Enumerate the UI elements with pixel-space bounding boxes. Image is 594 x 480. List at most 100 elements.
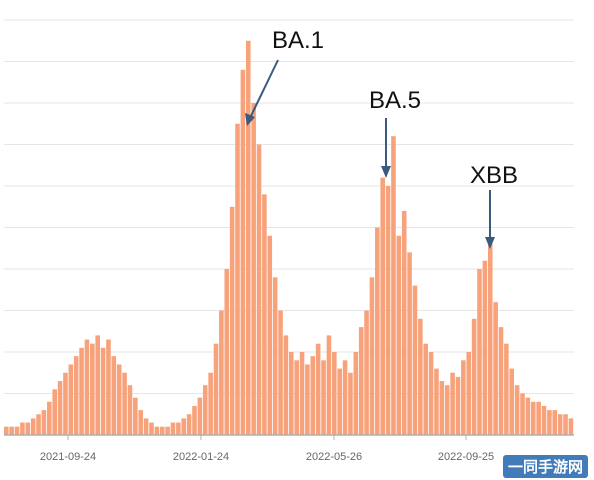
bar (154, 426, 160, 435)
bar (159, 426, 165, 435)
bar (358, 327, 364, 435)
bar (450, 372, 455, 435)
bar (30, 418, 36, 435)
bar (407, 252, 412, 435)
bar (348, 372, 353, 435)
bar (181, 418, 187, 435)
bar (240, 69, 246, 436)
bar (68, 364, 74, 435)
bar (504, 343, 509, 435)
bar (552, 410, 558, 435)
bar (14, 426, 20, 435)
bar (138, 410, 143, 435)
bar (305, 364, 310, 435)
bar (439, 381, 445, 435)
bar (423, 343, 428, 435)
bar (116, 364, 122, 435)
bar (95, 335, 100, 435)
bar (568, 418, 574, 435)
bar (412, 285, 418, 435)
annotation-ba5-label: BA.5 (369, 87, 421, 114)
bar (262, 194, 267, 435)
x-tick-label: 2022-05-26 (306, 451, 362, 463)
bar (563, 414, 568, 435)
watermark-logo: 一同手游网 (502, 455, 588, 478)
bar (434, 368, 439, 435)
bar (36, 414, 41, 435)
bar (25, 422, 31, 435)
bar (73, 356, 79, 435)
bar (197, 397, 203, 435)
annotation-xbb-label: XBB (470, 162, 518, 189)
bar (278, 310, 283, 435)
bar (536, 401, 541, 435)
bar (100, 347, 106, 435)
bar (256, 144, 262, 435)
bar (337, 368, 342, 435)
bar (84, 339, 90, 435)
x-axis-ticks: 2021-09-24 2022-01-24 2022-05-26 2022-09-25 (40, 435, 494, 463)
annotation-ba1-label: BA.1 (272, 27, 324, 54)
bar (143, 418, 149, 435)
bar (289, 352, 294, 435)
bar (186, 414, 192, 435)
bar (428, 352, 434, 435)
bar (267, 235, 273, 435)
bar (471, 318, 477, 435)
bar (514, 385, 520, 435)
bar (380, 177, 385, 435)
bar (498, 327, 504, 435)
bar (401, 210, 407, 435)
bar (385, 186, 391, 435)
bar (111, 356, 117, 435)
bar (106, 339, 111, 435)
annotation-ba1-arrow (248, 59, 279, 121)
bar (63, 372, 68, 435)
annotation-ba1: BA.1 (245, 27, 324, 126)
bar (213, 343, 219, 435)
bar (283, 335, 289, 435)
bar (192, 405, 197, 435)
bar (229, 206, 235, 435)
bar (353, 352, 359, 435)
bar-series (4, 40, 574, 436)
bar (149, 422, 154, 435)
bar (133, 397, 138, 435)
annotation-ba5: BA.5 (369, 87, 421, 178)
bar (79, 347, 84, 435)
bar (299, 352, 305, 435)
bar (52, 389, 57, 435)
bar (396, 235, 402, 435)
bar (202, 385, 208, 435)
bar (251, 103, 256, 435)
x-tick-label: 2021-09-24 (40, 451, 96, 463)
bar (477, 269, 482, 435)
bar (557, 414, 563, 435)
bar (482, 260, 488, 435)
bar (272, 277, 278, 435)
bar (493, 302, 498, 435)
bar (391, 136, 396, 435)
x-tick-label: 2022-09-25 (438, 451, 494, 463)
bar (208, 372, 213, 435)
annotation-ba5-arrowhead (381, 166, 391, 178)
annotation-xbb-arrowhead (485, 237, 495, 249)
bar (461, 360, 466, 435)
bar (547, 410, 552, 435)
bar (315, 343, 321, 435)
bar (41, 410, 47, 435)
bar (310, 356, 316, 435)
bar (235, 123, 240, 435)
bar (332, 352, 337, 435)
bar (20, 422, 25, 435)
bar (375, 227, 380, 435)
bar (520, 393, 525, 435)
bar (455, 376, 461, 435)
bar (9, 426, 14, 435)
bar (47, 401, 52, 435)
bar (525, 397, 531, 435)
bar (122, 372, 127, 435)
bar (176, 422, 181, 435)
